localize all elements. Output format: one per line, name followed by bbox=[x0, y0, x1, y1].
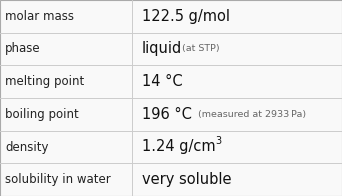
Text: 3: 3 bbox=[215, 136, 222, 146]
Text: density: density bbox=[5, 141, 49, 153]
Text: liquid: liquid bbox=[142, 42, 182, 56]
Text: phase: phase bbox=[5, 43, 41, 55]
Text: 122.5 g/mol: 122.5 g/mol bbox=[142, 9, 230, 24]
Text: molar mass: molar mass bbox=[5, 10, 74, 23]
Text: (at STP): (at STP) bbox=[182, 44, 220, 54]
Text: boiling point: boiling point bbox=[5, 108, 79, 121]
Text: solubility in water: solubility in water bbox=[5, 173, 111, 186]
Text: (measured at 2933 Pa): (measured at 2933 Pa) bbox=[192, 110, 306, 119]
Text: very soluble: very soluble bbox=[142, 172, 232, 187]
Text: 14 °C: 14 °C bbox=[142, 74, 183, 89]
Text: 196 °C: 196 °C bbox=[142, 107, 192, 122]
Text: melting point: melting point bbox=[5, 75, 84, 88]
Text: 1.24 g/cm: 1.24 g/cm bbox=[142, 140, 215, 154]
